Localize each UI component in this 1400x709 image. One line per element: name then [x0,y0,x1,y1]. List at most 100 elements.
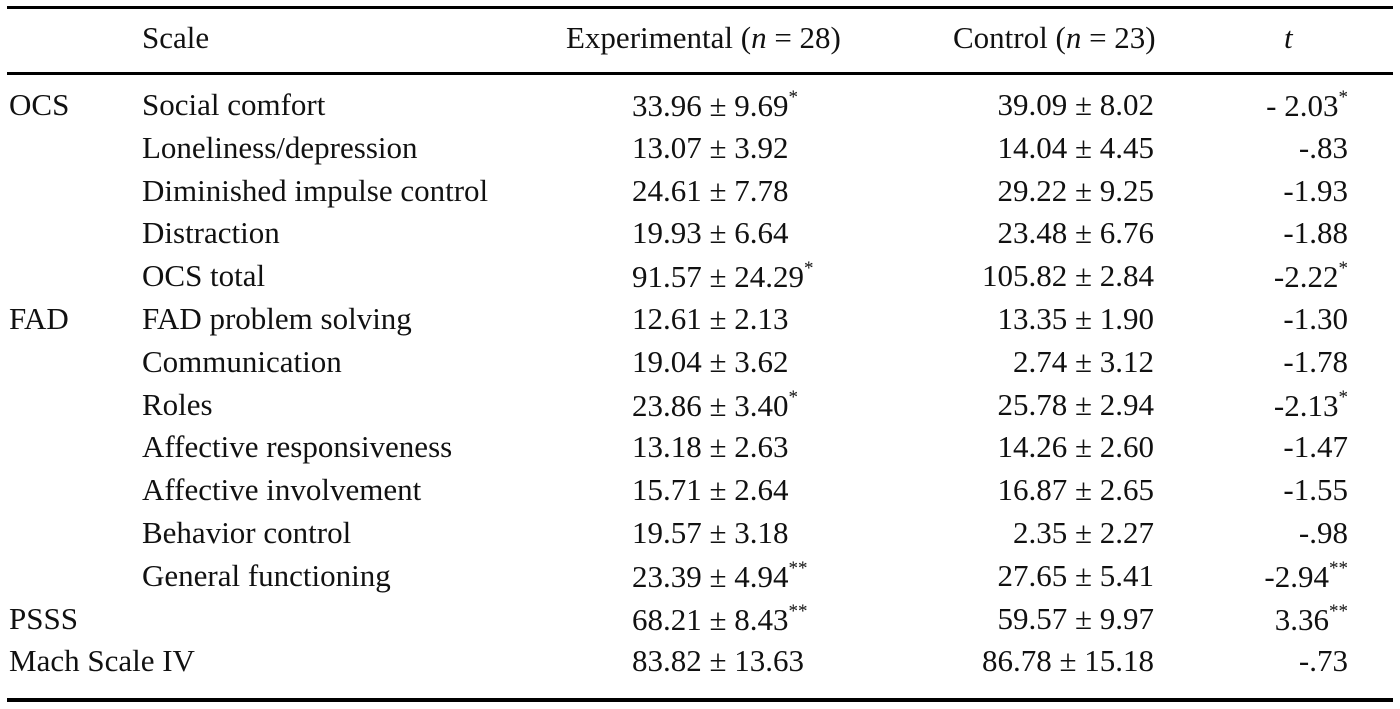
scale-label-value: Communication [142,343,342,379]
experimental-value: 12.61 ± 2.13 [632,301,789,337]
t-value-value: -2.94 [1264,558,1329,594]
t-value: -.98 [1230,515,1348,551]
t-value: -1.55 [1230,472,1348,508]
header-t: t [1284,20,1293,55]
scale-label-value: General functioning [142,557,391,593]
table-row: General functioning 23.39 ± 4.94** 27.65 ±… [0,554,1400,597]
experimental-value: 19.04 ± 3.62 [632,344,789,380]
control-value: 59.57 ± 9.97 [964,601,1154,637]
scale-label-value: Social comfort [142,87,326,122]
control-value-value: 25.78 ± 2.94 [997,386,1154,422]
control-value-value: 105.82 ± 2.84 [981,258,1154,294]
significance-marker: ** [1329,600,1348,622]
group-label: Mach Scale IV [9,643,195,679]
scale-label-value: OCS total [142,258,266,294]
table-row: Affective involvement 15.71 ± 2.64 16.87 ±… [0,468,1400,511]
experimental-value: 13.07 ± 3.92 [632,130,789,166]
t-value-value: -.83 [1298,129,1348,165]
experimental-value: 83.82 ± 13.63 [632,643,804,679]
experimental-value: 33.96 ± 9.69* [632,87,798,124]
control-value-value: 2.74 ± 3.12 [1012,343,1154,379]
experimental-value: 23.39 ± 4.94** [632,558,808,595]
experimental-value: 24.61 ± 7.78 [632,173,789,209]
scale-label-value: Behavior control [142,514,352,550]
experimental-value: 23.86 ± 3.40* [632,387,798,424]
experimental-value: 19.93 ± 6.64 [632,215,789,251]
control-value: 2.74 ± 3.12 [964,344,1154,380]
significance-marker: ** [1329,557,1348,579]
experimental-value-value: 24.61 ± 7.78 [632,172,789,208]
t-value-value: -1.47 [1283,429,1348,465]
table-bottom-rule [7,698,1393,702]
group-label: PSSS [9,601,78,637]
table-row: OCS Social comfort 33.96 ± 9.69* 39.09 ± 8.… [0,83,1400,126]
experimental-value: 15.71 ± 2.64 [632,472,789,508]
t-value: 3.36** [1230,601,1348,638]
experimental-value: 13.18 ± 2.63 [632,429,789,465]
experimental-value: 19.57 ± 3.18 [632,515,789,551]
table-top-rule [7,6,1393,9]
group-label: FAD [9,301,69,337]
control-value-value: 27.65 ± 5.41 [997,557,1154,593]
group-label-value: FAD [9,300,69,336]
group-label-value: Mach Scale IV [9,643,195,679]
scale-label-value: Roles [142,386,213,422]
control-value-value: 14.26 ± 2.60 [997,429,1154,465]
scale-label: Diminished impulse control [142,173,488,209]
control-value-value: 2.35 ± 2.27 [1012,514,1154,550]
t-value: -1.93 [1230,173,1348,209]
experimental-value-value: 68.21 ± 8.43 [632,601,789,637]
t-value-value: -1.88 [1283,215,1348,251]
t-value: -2.22* [1230,258,1348,295]
control-value: 13.35 ± 1.90 [964,301,1154,337]
experimental-value-value: 19.04 ± 3.62 [632,343,789,379]
control-value: 2.35 ± 2.27 [964,515,1154,551]
t-value-value: -1.55 [1283,472,1348,508]
scale-label: General functioning [142,558,391,594]
t-value: -.83 [1230,130,1348,166]
group-label-value: PSSS [9,600,78,636]
table-row: Affective responsiveness 13.18 ± 2.63 14.2… [0,425,1400,468]
scale-label: Distraction [142,215,280,251]
t-value-value: -1.78 [1283,343,1348,379]
scale-label-value: Distraction [142,215,280,251]
scale-label: Social comfort [142,87,325,123]
t-value-value: -.73 [1298,643,1348,679]
group-label-value: OCS [9,87,70,122]
control-value: 39.09 ± 8.02 [964,87,1154,123]
table-row: Behavior control 19.57 ± 3.18 2.35 ± 2.27 -… [0,511,1400,554]
experimental-value-value: 91.57 ± 24.29 [632,259,805,295]
scale-label-value: Affective involvement [142,472,422,508]
experimental-value: 68.21 ± 8.43** [632,601,808,638]
table-row: OCS total 91.57 ± 24.29* 105.82 ± 2.84 -2.2… [0,254,1400,297]
significance-marker: * [1338,258,1349,280]
t-value: -.73 [1230,643,1348,679]
scale-label: FAD problem solving [142,301,412,337]
t-value-value: -1.93 [1283,172,1348,208]
t-value: - 2.03* [1230,87,1348,124]
table-header-rule [7,72,1393,75]
table-row: Distraction 19.93 ± 6.64 23.48 ± 6.76 -1.88 [0,211,1400,254]
control-value: 86.78 ± 15.18 [964,643,1154,679]
control-value: 25.78 ± 2.94 [964,387,1154,423]
control-value: 14.04 ± 4.45 [964,130,1154,166]
experimental-value: 91.57 ± 24.29* [632,258,814,295]
control-value: 14.26 ± 2.60 [964,429,1154,465]
scale-label: Affective involvement [142,472,421,508]
scale-label: Behavior control [142,515,351,551]
table-row: PSSS 68.21 ± 8.43** 59.57 ± 9.97 3.36** [0,597,1400,640]
significance-marker: * [1338,386,1349,408]
significance-marker: * [804,258,814,280]
control-value: 27.65 ± 5.41 [964,558,1154,594]
experimental-value-value: 83.82 ± 13.63 [632,643,805,679]
experimental-value-value: 13.18 ± 2.63 [632,429,789,465]
scale-label-value: FAD problem solving [142,300,412,336]
t-value: -1.88 [1230,215,1348,251]
experimental-value-value: 19.57 ± 3.18 [632,514,789,550]
t-value: -1.30 [1230,301,1348,337]
experimental-value-value: 23.39 ± 4.94 [632,558,789,594]
control-value-value: 29.22 ± 9.25 [997,172,1154,208]
significance-marker: ** [788,600,808,622]
header-control: Control (n = 23) [953,20,1156,55]
experimental-value-value: 13.07 ± 3.92 [632,129,789,165]
